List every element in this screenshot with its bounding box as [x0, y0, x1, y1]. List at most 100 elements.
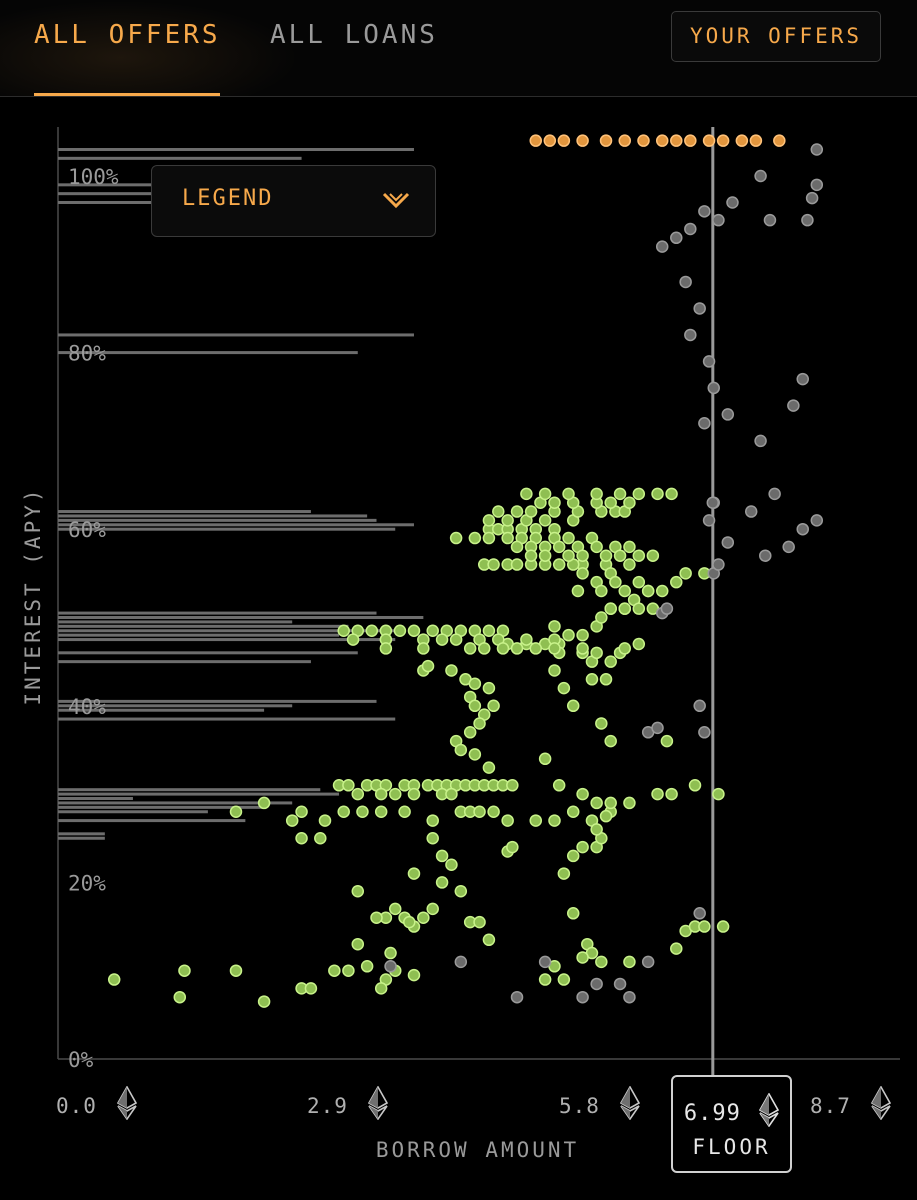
- depth-bar: [58, 518, 377, 522]
- depth-bar: [58, 616, 424, 619]
- data-point: [360, 960, 374, 973]
- data-point: [595, 584, 608, 598]
- tab-all-offers[interactable]: ALL OFFERS: [34, 20, 221, 50]
- data-point: [562, 487, 575, 501]
- data-point: [618, 584, 632, 598]
- data-point: [473, 805, 486, 819]
- data-point: [524, 505, 538, 518]
- data-point: [229, 964, 243, 977]
- data-point: [651, 787, 664, 801]
- data-point: [773, 134, 786, 147]
- data-point: [426, 832, 439, 845]
- data-point: [557, 867, 571, 880]
- data-point: [417, 911, 430, 924]
- data-point: [562, 628, 575, 642]
- depth-bar: [58, 801, 293, 805]
- data-point: [595, 955, 608, 969]
- data-point: [655, 134, 669, 147]
- data-point: [571, 584, 585, 598]
- data-point: [548, 642, 561, 655]
- data-point: [590, 540, 603, 554]
- data-point: [257, 995, 271, 1008]
- data-point: [421, 659, 435, 673]
- data-point: [529, 814, 543, 827]
- data-point: [698, 920, 711, 933]
- data-point: [468, 531, 482, 545]
- data-point: [670, 942, 683, 955]
- data-point: [342, 964, 355, 977]
- data-point: [501, 531, 514, 545]
- data-point: [477, 642, 491, 655]
- data-point: [684, 328, 697, 342]
- data-point: [426, 814, 439, 827]
- data-point: [768, 487, 781, 501]
- data-point: [107, 973, 121, 986]
- data-point: [566, 699, 580, 713]
- y-tick-label: 60%: [68, 518, 106, 542]
- data-point: [590, 823, 603, 836]
- data-point: [417, 642, 430, 655]
- data-point: [599, 673, 613, 686]
- eth-icon: [619, 1085, 640, 1125]
- tab-all-loans[interactable]: ALL LOANS: [270, 20, 438, 50]
- data-point: [590, 487, 603, 501]
- data-point: [660, 734, 674, 748]
- data-point: [543, 134, 557, 147]
- data-point: [529, 642, 543, 655]
- data-point: [492, 505, 505, 518]
- data-point: [576, 134, 589, 147]
- active-tab-underline: [34, 93, 220, 96]
- data-point: [754, 434, 767, 448]
- data-point: [393, 624, 407, 637]
- data-point: [576, 990, 589, 1004]
- depth-bar: [58, 788, 321, 792]
- data-point: [496, 642, 510, 655]
- data-point: [337, 624, 350, 637]
- data-point: [702, 355, 716, 368]
- data-point: [759, 549, 772, 562]
- data-point: [487, 699, 500, 713]
- data-point: [796, 372, 809, 386]
- data-point: [538, 487, 552, 501]
- legend-dropdown[interactable]: LEGEND: [151, 165, 436, 237]
- your-offers-button[interactable]: YOUR OFFERS: [671, 11, 881, 62]
- depth-bar: [58, 624, 349, 628]
- data-point: [651, 721, 664, 735]
- x-tick-0: 0.0: [56, 1085, 137, 1125]
- data-point: [693, 302, 706, 315]
- data-point: [599, 809, 613, 823]
- data-point: [379, 642, 393, 655]
- data-point: [782, 540, 795, 554]
- depth-bar: [58, 620, 293, 624]
- data-point: [576, 628, 589, 642]
- data-point: [576, 642, 589, 655]
- y-tick-label: 100%: [68, 165, 119, 189]
- depth-bar: [58, 523, 414, 527]
- data-point: [585, 673, 599, 686]
- depth-bar: [58, 333, 414, 337]
- depth-bar: [58, 633, 340, 637]
- data-point: [712, 213, 725, 227]
- data-point: [599, 134, 613, 147]
- data-point: [707, 381, 720, 395]
- depth-bar: [58, 351, 358, 355]
- x-axis-title: BORROW AMOUNT: [375, 1138, 580, 1162]
- data-point: [468, 677, 482, 690]
- data-point: [506, 779, 519, 792]
- depth-bar: [58, 611, 377, 615]
- x-tick-label: 2.9: [307, 1093, 348, 1118]
- data-point: [388, 902, 402, 916]
- data-point: [810, 514, 824, 527]
- data-point: [716, 134, 730, 147]
- data-point: [670, 575, 683, 589]
- data-point: [604, 496, 617, 509]
- floor-marker[interactable]: 6.99 FLOOR: [671, 1075, 792, 1173]
- floor-label: FLOOR: [692, 1135, 771, 1159]
- data-point: [510, 558, 524, 571]
- data-point: [641, 584, 655, 598]
- data-point: [712, 787, 725, 801]
- data-point: [337, 805, 350, 819]
- data-point: [693, 907, 706, 920]
- data-point: [529, 134, 543, 147]
- data-point: [702, 514, 716, 527]
